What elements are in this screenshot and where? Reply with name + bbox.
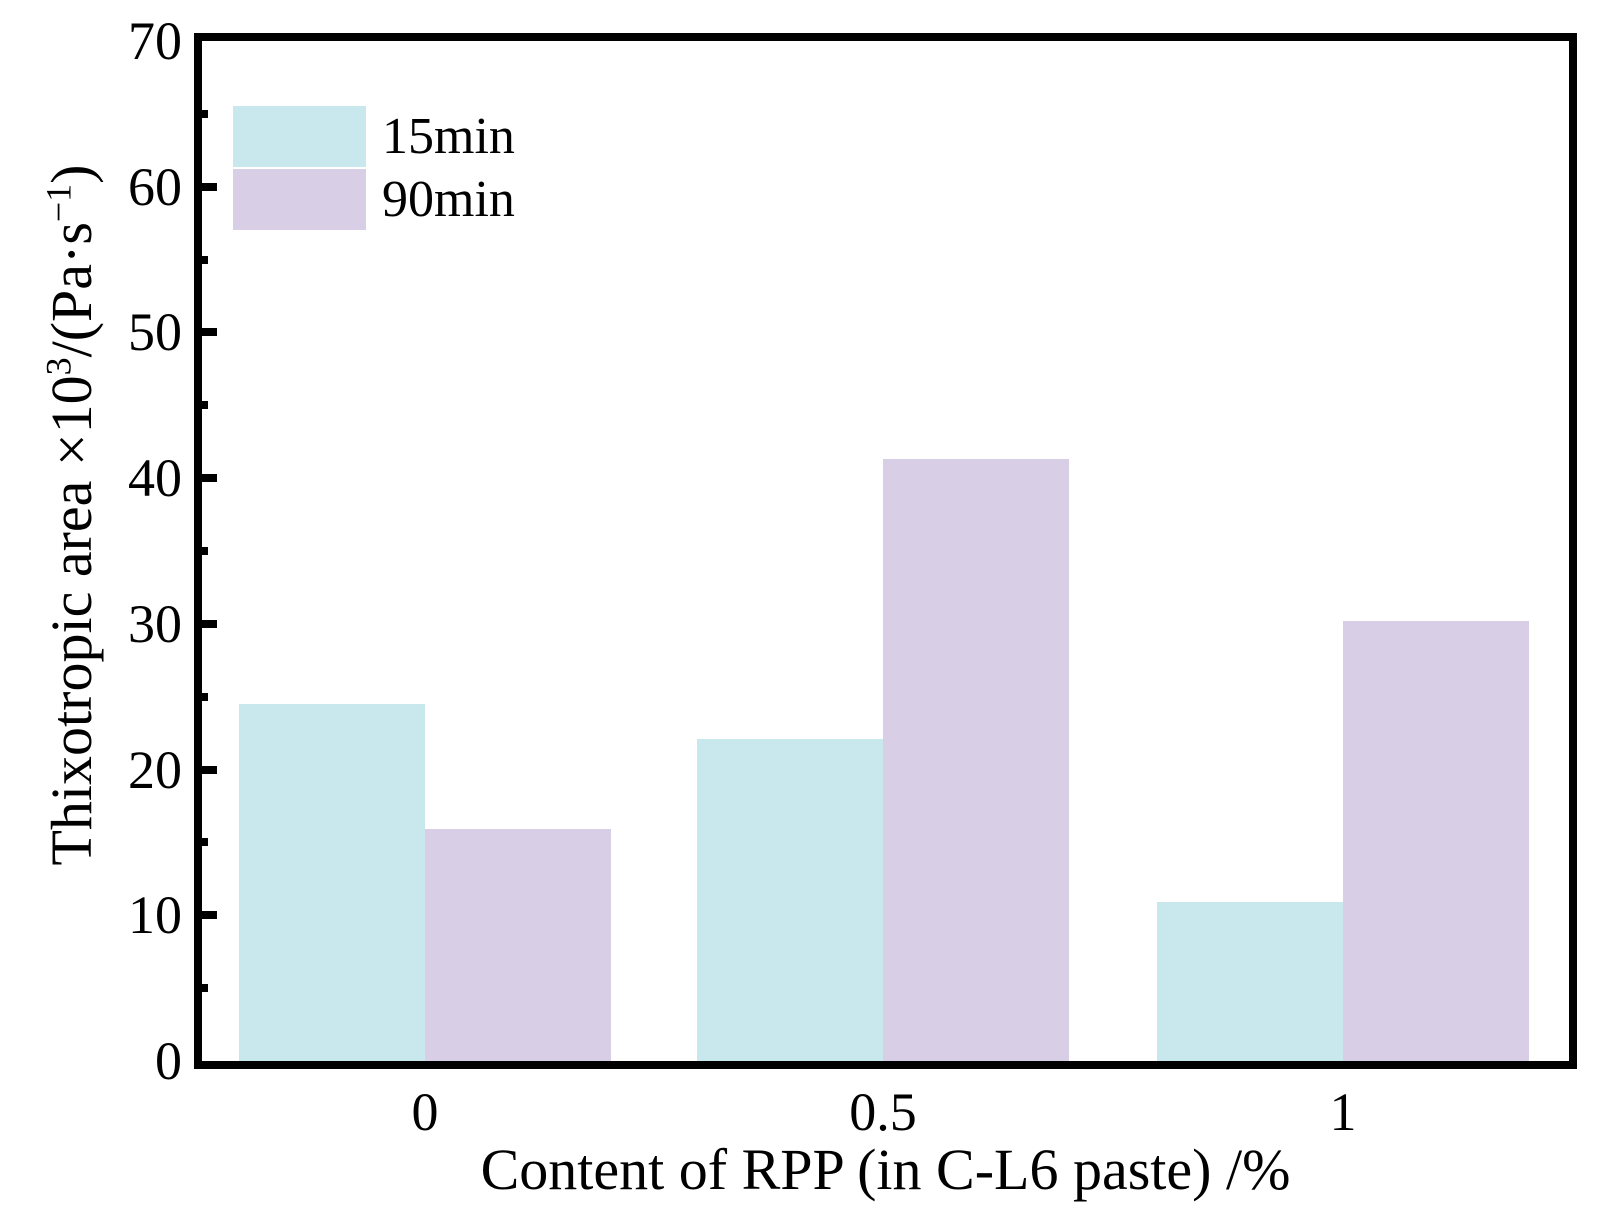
y-major-tick-60 bbox=[202, 182, 217, 191]
y-minor-tick-25 bbox=[202, 692, 208, 701]
y-major-tick-40 bbox=[202, 474, 217, 483]
plot-inner bbox=[202, 41, 1569, 1061]
y-tick-label-0: 0 bbox=[155, 1031, 182, 1091]
x-tick-label-0.5: 0.5 bbox=[849, 1082, 917, 1142]
y-minor-tick-65 bbox=[202, 109, 208, 118]
y-major-tick-20 bbox=[202, 765, 217, 774]
y-major-tick-30 bbox=[202, 619, 217, 628]
legend: 15min 90min bbox=[233, 105, 515, 231]
legend-label-90min: 90min bbox=[382, 171, 515, 228]
legend-item-90min: 90min bbox=[233, 168, 515, 231]
x-tick-label-1: 1 bbox=[1329, 1082, 1357, 1142]
x-axis-title: Content of RPP (in C-L6 paste) /% bbox=[480, 1137, 1291, 1202]
bar-15min-x0 bbox=[239, 704, 425, 1061]
y-major-tick-50 bbox=[202, 328, 217, 337]
y-tick-label-10: 10 bbox=[128, 885, 182, 946]
y-minor-tick-35 bbox=[202, 547, 208, 555]
y-minor-tick-45 bbox=[202, 401, 208, 410]
legend-swatch-90min bbox=[233, 169, 366, 230]
legend-label-15min: 15min bbox=[382, 108, 515, 165]
y-tick-label-70: 70 bbox=[128, 11, 182, 71]
y-tick-label-30: 30 bbox=[128, 593, 182, 654]
y-tick-label-20: 20 bbox=[128, 739, 182, 800]
plot-area bbox=[194, 33, 1577, 1069]
y-tick-label-40: 40 bbox=[128, 448, 182, 509]
bar-90min-x0 bbox=[425, 829, 611, 1061]
legend-swatch-15min bbox=[233, 106, 366, 167]
bar-15min-x0.5 bbox=[697, 738, 883, 1061]
y-tick-label-50: 50 bbox=[128, 302, 182, 363]
y-tick-label-60: 60 bbox=[128, 156, 182, 217]
y-minor-tick-5 bbox=[202, 984, 208, 993]
y-minor-tick-55 bbox=[202, 255, 208, 264]
x-tick-label-0: 0 bbox=[411, 1082, 439, 1142]
bar-90min-x1 bbox=[1343, 620, 1529, 1061]
bar-15min-x1 bbox=[1157, 902, 1343, 1061]
y-major-tick-10 bbox=[202, 911, 217, 920]
legend-item-15min: 15min bbox=[233, 105, 515, 168]
bar-90min-x0.5 bbox=[883, 459, 1069, 1061]
y-minor-tick-15 bbox=[202, 838, 208, 847]
